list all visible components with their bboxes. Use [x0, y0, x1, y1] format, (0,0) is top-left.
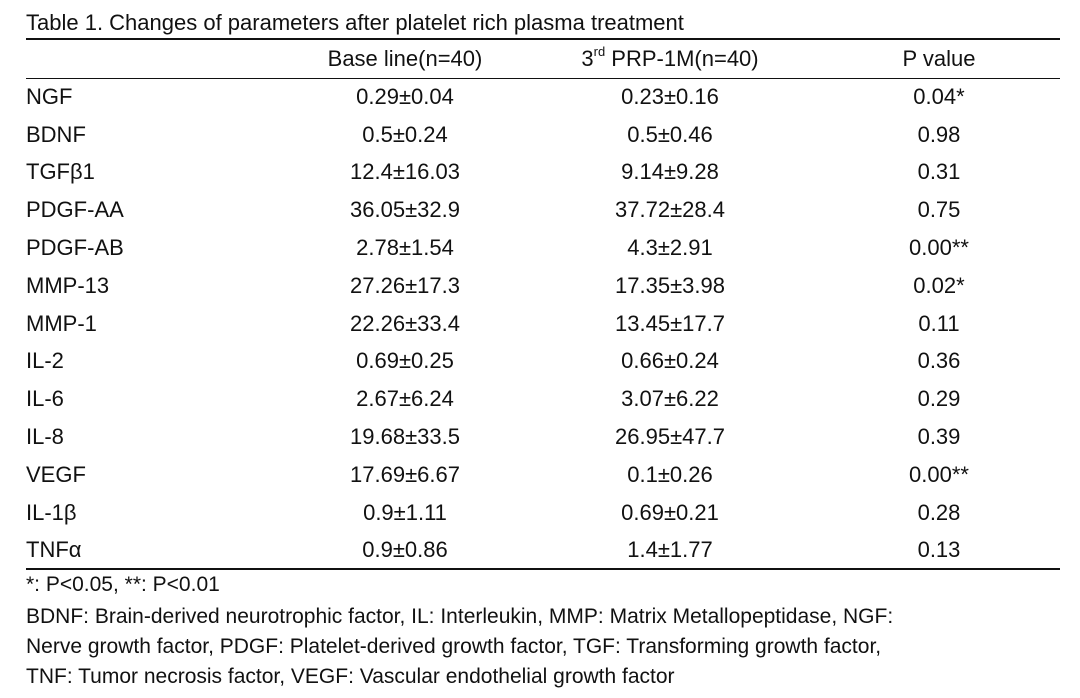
row-parameter: VEGF	[26, 461, 86, 487]
row-p-value: 0.13	[818, 531, 1060, 571]
row-baseline: 17.69±6.67	[350, 461, 460, 487]
table-row: NGF 0.29±0.04 0.23±0.16 0.04*	[26, 78, 1060, 116]
table-figure: Table 1. Changes of parameters after pla…	[26, 8, 1060, 692]
table-row: TNFα 0.9±0.86 1.4±1.77 0.13	[26, 531, 1060, 571]
row-p-value: 0.28	[917, 499, 961, 525]
table-row: VEGF 17.69±6.67 0.1±0.26 0.00**	[26, 456, 1060, 494]
row-baseline: 2.67±6.24	[356, 386, 454, 412]
row-parameter: MMP-13	[26, 272, 110, 298]
row-parameter: IL-1β	[26, 499, 77, 525]
table-row: IL-1β 0.9±1.11 0.69±0.21 0.28	[26, 494, 1060, 532]
row-baseline: 27.26±17.3	[350, 272, 460, 298]
row-prp: 4.3±2.91	[627, 235, 713, 261]
row-p-value: 0.00**	[909, 461, 969, 487]
table-row: IL-8 19.68±33.5 26.95±47.7 0.39	[26, 418, 1060, 456]
row-parameter: IL-8	[26, 424, 64, 450]
top-rule	[26, 38, 1060, 40]
row-p-value: 0.11	[918, 310, 960, 336]
row-p-value: 0.29	[917, 386, 961, 412]
table-row: BDNF 0.5±0.24 0.5±0.46 0.98	[26, 116, 1060, 154]
row-prp: 0.69±0.21	[621, 499, 719, 525]
abbreviation-note-line-1: BDNF: Brain-derived neurotrophic factor,…	[26, 605, 894, 629]
row-prp: 9.14±9.28	[621, 159, 719, 185]
table-footnotes: *: P<0.05, **: P<0.01 BDNF: Brain-derive…	[26, 570, 1060, 692]
row-baseline: 36.05±32.9	[350, 197, 460, 223]
row-prp: 0.23±0.16	[621, 84, 719, 110]
header-baseline: Base line(n=40)	[288, 40, 522, 79]
row-parameter: PDGF-AB	[26, 235, 124, 261]
row-p-value: 0.31	[917, 159, 961, 185]
header-p-value: P value	[818, 40, 1060, 79]
table-row: MMP-1 22.26±33.4 13.45±17.7 0.11	[26, 305, 1060, 343]
table-row: PDGF-AA 36.05±32.9 37.72±28.4 0.75	[26, 191, 1060, 229]
row-prp: 26.95±47.7	[615, 424, 725, 450]
row-p-value: 0.98	[917, 121, 961, 147]
row-p-value: 0.00**	[909, 235, 969, 261]
row-parameter: PDGF-AA	[26, 197, 124, 223]
abbreviation-note-line-3: TNF: Tumor necrosis factor, VEGF: Vascul…	[26, 665, 675, 689]
significance-note: *: P<0.05, **: P<0.01	[26, 573, 220, 597]
table-row: MMP-13 27.26±17.3 17.35±3.98 0.02*	[26, 267, 1060, 305]
row-prp: 0.66±0.24	[621, 348, 719, 374]
row-prp: 37.72±28.4	[615, 197, 725, 223]
row-baseline: 12.4±16.03	[350, 159, 460, 185]
row-parameter: BDNF	[26, 121, 86, 147]
row-parameter: TGFβ1	[26, 159, 95, 185]
header-prp: 3rd PRP-1M(n=40)	[522, 40, 818, 79]
row-prp: 1.4±1.77	[522, 531, 818, 571]
row-parameter: TNFα	[26, 531, 288, 571]
abbreviation-note-line-2: Nerve growth factor, PDGF: Platelet-deri…	[26, 635, 882, 659]
row-parameter: MMP-1	[26, 310, 97, 336]
row-prp: 0.5±0.46	[627, 121, 713, 147]
row-baseline: 0.69±0.25	[356, 348, 454, 374]
header-row: Base line(n=40) 3rd PRP-1M(n=40) P value	[26, 40, 1060, 79]
row-p-value: 0.75	[917, 197, 961, 223]
row-prp: 17.35±3.98	[615, 272, 725, 298]
row-p-value: 0.39	[917, 424, 961, 450]
table-row: IL-2 0.69±0.25 0.66±0.24 0.36	[26, 343, 1060, 381]
table-title: Table 1. Changes of parameters after pla…	[26, 10, 684, 35]
table-row: PDGF-AB 2.78±1.54 4.3±2.91 0.00**	[26, 229, 1060, 267]
row-p-value: 0.04*	[913, 84, 965, 110]
row-baseline: 0.5±0.24	[362, 121, 448, 147]
parameters-table: Base line(n=40) 3rd PRP-1M(n=40) P value…	[26, 40, 1060, 571]
header-parameter	[26, 40, 288, 79]
row-baseline: 19.68±33.5	[350, 424, 460, 450]
row-parameter: IL-2	[26, 348, 64, 374]
row-baseline: 0.29±0.04	[356, 84, 454, 110]
row-prp: 13.45±17.7	[615, 310, 725, 336]
row-parameter: IL-6	[26, 386, 64, 412]
row-baseline: 0.9±0.86	[288, 531, 522, 571]
row-parameter: NGF	[26, 84, 73, 110]
row-baseline: 0.9±1.11	[363, 499, 447, 525]
row-prp: 3.07±6.22	[621, 386, 719, 412]
table-row: TGFβ1 12.4±16.03 9.14±9.28 0.31	[26, 154, 1060, 192]
row-p-value: 0.02*	[913, 272, 965, 298]
table-row: IL-6 2.67±6.24 3.07±6.22 0.29	[26, 380, 1060, 418]
row-p-value: 0.36	[917, 348, 961, 374]
row-baseline: 22.26±33.4	[350, 310, 460, 336]
row-prp: 0.1±0.26	[627, 461, 713, 487]
row-baseline: 2.78±1.54	[356, 235, 454, 261]
